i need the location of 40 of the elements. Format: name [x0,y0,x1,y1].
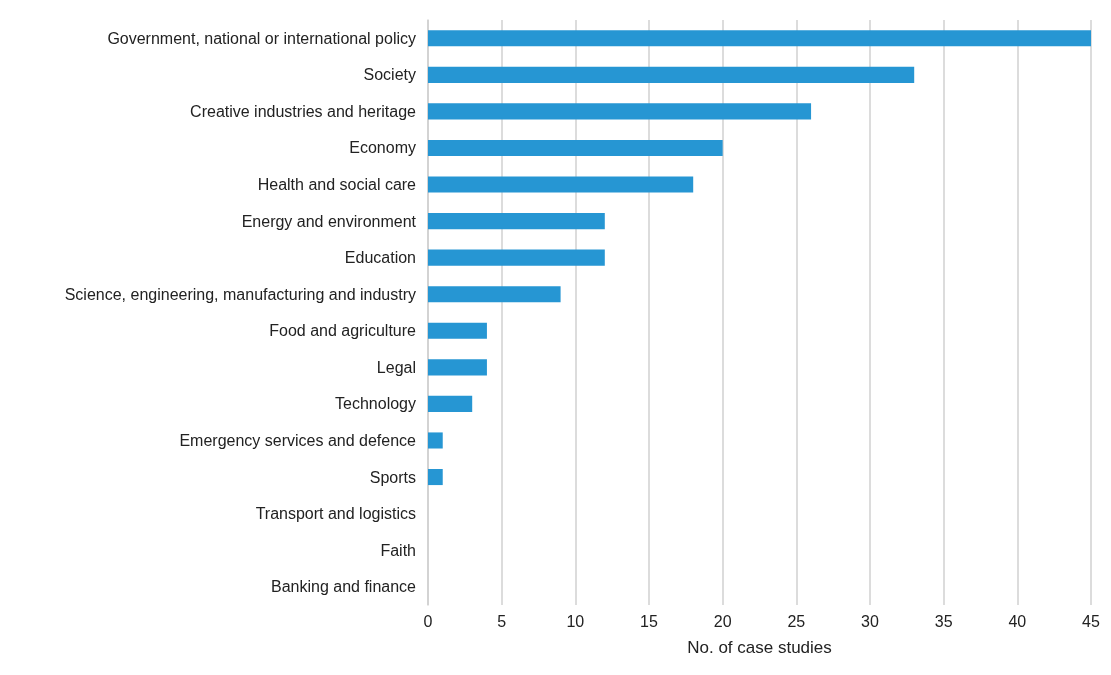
y-tick-label: Transport and logistics [255,505,416,523]
x-tick-label: 10 [566,612,585,630]
bar [428,249,605,266]
bar [428,468,443,486]
y-tick-label: Society [363,66,416,84]
x-tick-label: 30 [861,612,879,630]
bar [428,322,487,339]
bar [428,139,723,157]
x-tick-label: 15 [640,612,658,630]
bar [428,103,812,120]
y-tick-label: Creative industries and heritage [190,102,417,120]
y-tick-label: Economy [349,139,416,157]
x-tick-label: 25 [787,612,806,630]
x-tick-label: 5 [497,612,507,630]
bar [428,66,915,83]
x-axis-title: No. of case studies [687,638,832,657]
x-tick-label: 0 [423,612,433,630]
bar [428,176,694,193]
y-tick-label: Emergency services and defence [179,431,417,449]
y-tick-label: Food and agriculture [269,322,417,340]
bar [428,213,605,230]
y-tick-label: Government, national or international policy [107,29,416,47]
bar [428,30,1091,47]
x-tick-label: 40 [1008,612,1027,630]
bar [428,432,443,449]
x-tick-label: 45 [1082,612,1100,630]
bar [428,395,473,412]
y-tick-label: Faith [380,541,416,559]
x-tick-label: 35 [934,612,953,630]
bar [428,359,487,376]
y-tick-label: Sports [369,468,416,486]
x-tick-label: 20 [713,612,732,630]
y-tick-label: Health and social care [257,176,417,194]
y-tick-label: Energy and environment [241,212,417,230]
y-tick-label: Banking and finance [271,578,417,596]
y-tick-label: Science, engineering, manufacturing and industry [64,285,416,303]
y-tick-label: Legal [376,358,416,376]
y-tick-label: Technology [335,395,416,413]
y-tick-label: Education [344,249,416,267]
bar [428,286,561,303]
